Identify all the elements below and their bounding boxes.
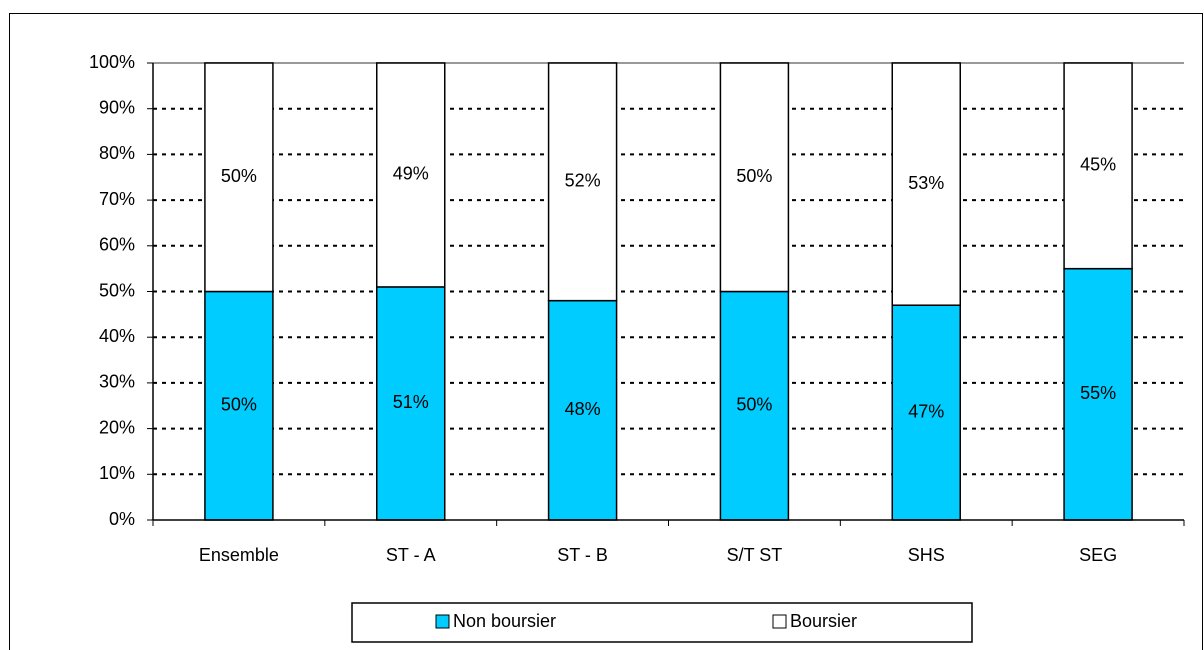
x-tick-label: S/T ST bbox=[727, 545, 783, 565]
data-label: 50% bbox=[221, 166, 257, 186]
y-tick-label: 70% bbox=[99, 189, 135, 209]
y-tick-label: 40% bbox=[99, 326, 135, 346]
data-label: 55% bbox=[1080, 383, 1116, 403]
data-label: 49% bbox=[393, 164, 429, 184]
data-label: 45% bbox=[1080, 155, 1116, 175]
y-tick-label: 80% bbox=[99, 143, 135, 163]
bar-segment bbox=[204, 62, 274, 293]
x-tick-label: SEG bbox=[1079, 545, 1117, 565]
bar-segment bbox=[891, 62, 961, 306]
bar-segment bbox=[1063, 62, 1133, 270]
bar-segment bbox=[1063, 267, 1133, 521]
bar-segment bbox=[719, 62, 790, 293]
bar-segment bbox=[376, 62, 446, 288]
x-tick-label: SHS bbox=[908, 545, 945, 565]
y-tick-label: 0% bbox=[109, 509, 135, 529]
legend-label: Non boursier bbox=[453, 611, 556, 631]
y-tick-label: 20% bbox=[99, 417, 135, 437]
x-tick-label: Ensemble bbox=[199, 545, 279, 565]
bar-segment bbox=[547, 62, 618, 302]
data-label: 52% bbox=[565, 171, 601, 191]
y-tick-label: 50% bbox=[99, 280, 135, 300]
data-label: 50% bbox=[221, 395, 257, 415]
legend-label: Boursier bbox=[790, 611, 857, 631]
data-label: 53% bbox=[908, 173, 944, 193]
legend-box bbox=[351, 602, 973, 643]
y-tick-label: 60% bbox=[99, 235, 135, 255]
y-tick-label: 90% bbox=[99, 97, 135, 117]
data-label: 50% bbox=[736, 166, 772, 186]
y-tick-label: 10% bbox=[99, 463, 135, 483]
data-label: 50% bbox=[736, 395, 772, 415]
y-tick-label: 30% bbox=[99, 372, 135, 392]
bar-segment bbox=[376, 286, 446, 521]
bar-segment bbox=[547, 299, 618, 521]
legend-swatch bbox=[772, 614, 787, 629]
data-label: 47% bbox=[908, 401, 944, 421]
data-label: 51% bbox=[393, 392, 429, 412]
legend-swatch bbox=[435, 614, 450, 629]
chart-frame bbox=[9, 13, 1203, 650]
bar-segment bbox=[891, 304, 961, 521]
y-tick-label: 100% bbox=[89, 52, 135, 72]
x-tick-label: ST - A bbox=[386, 545, 436, 565]
bar-segment bbox=[719, 290, 790, 521]
x-tick-label: ST - B bbox=[557, 545, 608, 565]
data-label: 48% bbox=[565, 399, 601, 419]
